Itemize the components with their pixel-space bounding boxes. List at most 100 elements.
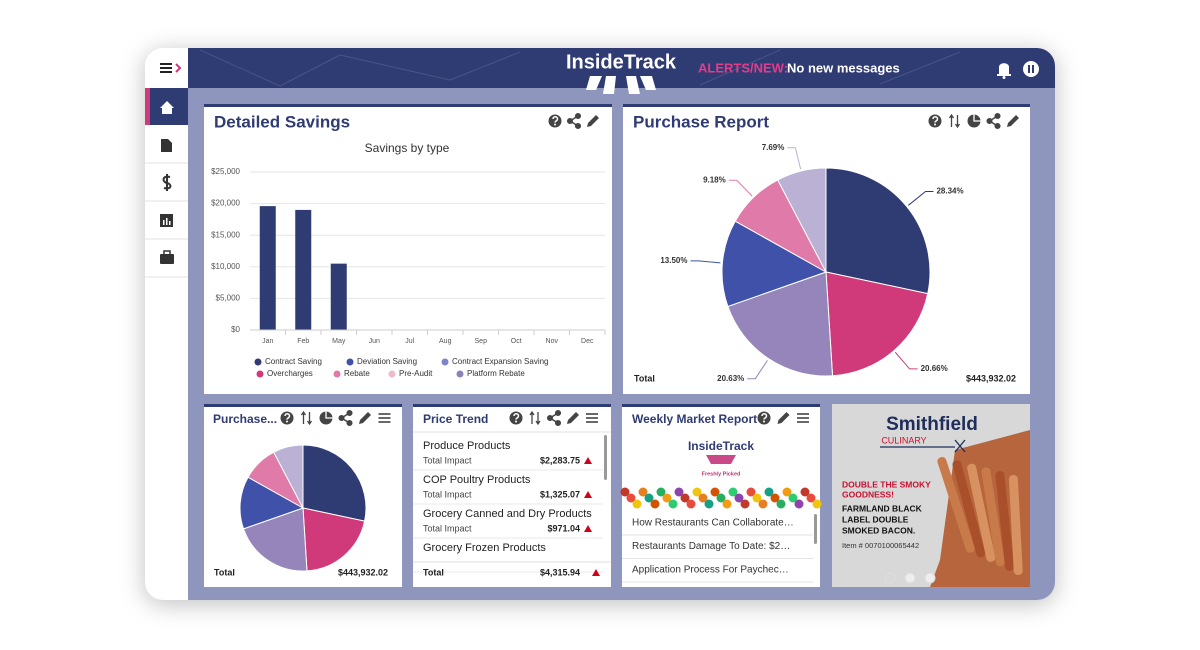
item-name[interactable]: Grocery Frozen Products	[423, 542, 546, 554]
share-icon[interactable]	[566, 112, 582, 130]
increase-icon	[584, 457, 592, 464]
x-tick-label: Oct	[511, 338, 522, 345]
help-glyph	[552, 116, 559, 123]
legend-label: Contract Expansion Saving	[452, 357, 549, 366]
total-label: Total	[634, 373, 655, 383]
ad-brand-mark	[880, 439, 966, 453]
menu-icon[interactable]	[586, 417, 598, 419]
carousel-dot[interactable]	[904, 572, 916, 584]
user-icon[interactable]	[1023, 61, 1039, 77]
ad-brand: Smithfield	[886, 414, 978, 435]
ad-skewer	[981, 467, 1005, 567]
produce-image	[782, 487, 792, 497]
share-node	[566, 117, 574, 125]
leader-line	[908, 190, 934, 206]
purchase-small-panel-top-border	[204, 404, 402, 407]
slice-label: 20.66%	[921, 364, 948, 373]
produce-image	[698, 493, 708, 503]
menu-icon[interactable]	[378, 413, 391, 415]
menu-icon[interactable]	[586, 413, 598, 415]
item-name[interactable]: Grocery Canned and Dry Products	[423, 508, 592, 520]
produce-image	[674, 487, 684, 497]
leader-line	[787, 147, 802, 170]
ad-headline: GOODNESS!	[842, 489, 894, 499]
scrollbar	[814, 514, 817, 544]
ad-product: SMOKED BACON.	[842, 525, 915, 535]
x-tick-label: Aug	[439, 338, 452, 345]
total-value: $443,932.02	[966, 373, 1016, 383]
carousel-dot[interactable]	[884, 572, 896, 584]
leader-line	[747, 360, 768, 380]
y-tick-label: $5,000	[216, 294, 241, 303]
share-node	[986, 117, 993, 125]
edit-icon[interactable]	[359, 412, 371, 424]
article-link[interactable]: How Restaurants Can Collaborate…	[632, 518, 794, 529]
help-dot	[286, 420, 288, 423]
help-glyph	[284, 413, 291, 420]
report-logo-mark	[706, 455, 736, 464]
produce-image	[752, 493, 762, 503]
sort-icon[interactable]	[300, 410, 313, 426]
nav-document[interactable]	[161, 139, 172, 152]
menu-icon[interactable]	[797, 417, 809, 419]
nav-dollar[interactable]	[162, 174, 172, 191]
share-icon[interactable]	[986, 112, 1001, 130]
pie-slice	[721, 220, 828, 308]
share-icon[interactable]	[546, 409, 562, 427]
carousel-dot[interactable]	[924, 572, 936, 584]
ad-product: LABEL DOUBLE	[842, 514, 909, 524]
menu-icon[interactable]	[378, 421, 391, 423]
item-name[interactable]: COP Poultry Products	[423, 474, 531, 486]
sidebar-separators	[145, 162, 188, 278]
x-tick-label: Jun	[369, 338, 380, 345]
menu-icon[interactable]	[797, 413, 809, 415]
article-link[interactable]: Restaurants Damage To Date: $2…	[632, 541, 790, 552]
produce-image	[656, 487, 666, 497]
notifications-icon[interactable]	[997, 63, 1011, 79]
leader-line	[690, 260, 721, 264]
y-tick-label: $10,000	[211, 262, 240, 271]
menu-icon[interactable]	[586, 421, 598, 423]
nav-report[interactable]	[160, 214, 173, 227]
share-node	[346, 409, 353, 417]
sort-icon[interactable]	[529, 410, 541, 426]
produce-image	[650, 499, 660, 509]
nav-briefcase[interactable]	[160, 250, 174, 264]
pie-slice	[302, 444, 367, 522]
item-amount: $971.04	[547, 523, 580, 533]
ad-skewer	[937, 457, 975, 553]
pie-slice	[825, 271, 929, 377]
item-name[interactable]: Produce Products	[423, 440, 511, 452]
menu-toggle[interactable]	[160, 63, 182, 73]
menu-icon[interactable]	[378, 417, 391, 419]
chart-type-glyph	[973, 114, 981, 122]
article-link[interactable]: Application Process For Paychec…	[632, 565, 789, 576]
edit-icon[interactable]	[777, 412, 790, 424]
legend-label: Platform Rebate	[467, 369, 525, 378]
share-node	[554, 409, 562, 417]
edit-icon[interactable]	[567, 412, 579, 424]
produce-image	[812, 499, 822, 509]
edit-icon[interactable]	[1007, 115, 1019, 127]
sort-icon[interactable]	[948, 113, 961, 129]
alerts-message[interactable]: No new messages	[787, 60, 900, 75]
edit-icon[interactable]	[587, 115, 599, 127]
y-tick-label: $25,000	[211, 167, 240, 176]
item-amount: $2,283.75	[540, 455, 580, 465]
menu-icon[interactable]	[797, 421, 809, 423]
detailed-savings-panel-top-border	[204, 104, 612, 107]
logo-mark	[586, 76, 656, 94]
produce-image	[800, 487, 810, 497]
item-label: Total Impact	[423, 455, 472, 465]
share-node	[994, 112, 1001, 120]
logo: InsideTrack	[566, 51, 677, 73]
report-logo: InsideTrack	[688, 439, 754, 453]
produce-image	[662, 493, 672, 503]
produce-image	[626, 493, 636, 503]
price-trend-panel-top-border	[413, 404, 611, 407]
x-tick-label: Feb	[297, 338, 309, 345]
share-icon[interactable]	[338, 409, 353, 427]
help-dot	[515, 420, 517, 423]
legend-marker	[333, 370, 341, 378]
share-node	[554, 419, 562, 427]
